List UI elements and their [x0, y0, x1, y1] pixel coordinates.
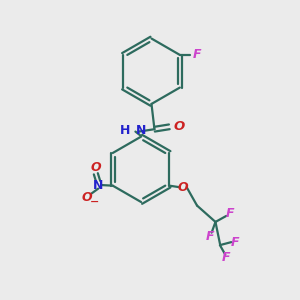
Text: F: F [226, 207, 234, 220]
Text: O: O [82, 191, 92, 204]
Text: H: H [120, 124, 131, 137]
Text: O: O [178, 181, 188, 194]
Text: F: F [206, 230, 214, 243]
Text: N: N [93, 178, 104, 192]
Text: −: − [90, 197, 99, 207]
Text: N: N [135, 124, 146, 137]
Text: O: O [174, 120, 185, 133]
Text: F: F [193, 48, 201, 62]
Text: F: F [222, 251, 230, 264]
Text: O: O [91, 161, 101, 174]
Text: F: F [231, 236, 240, 249]
